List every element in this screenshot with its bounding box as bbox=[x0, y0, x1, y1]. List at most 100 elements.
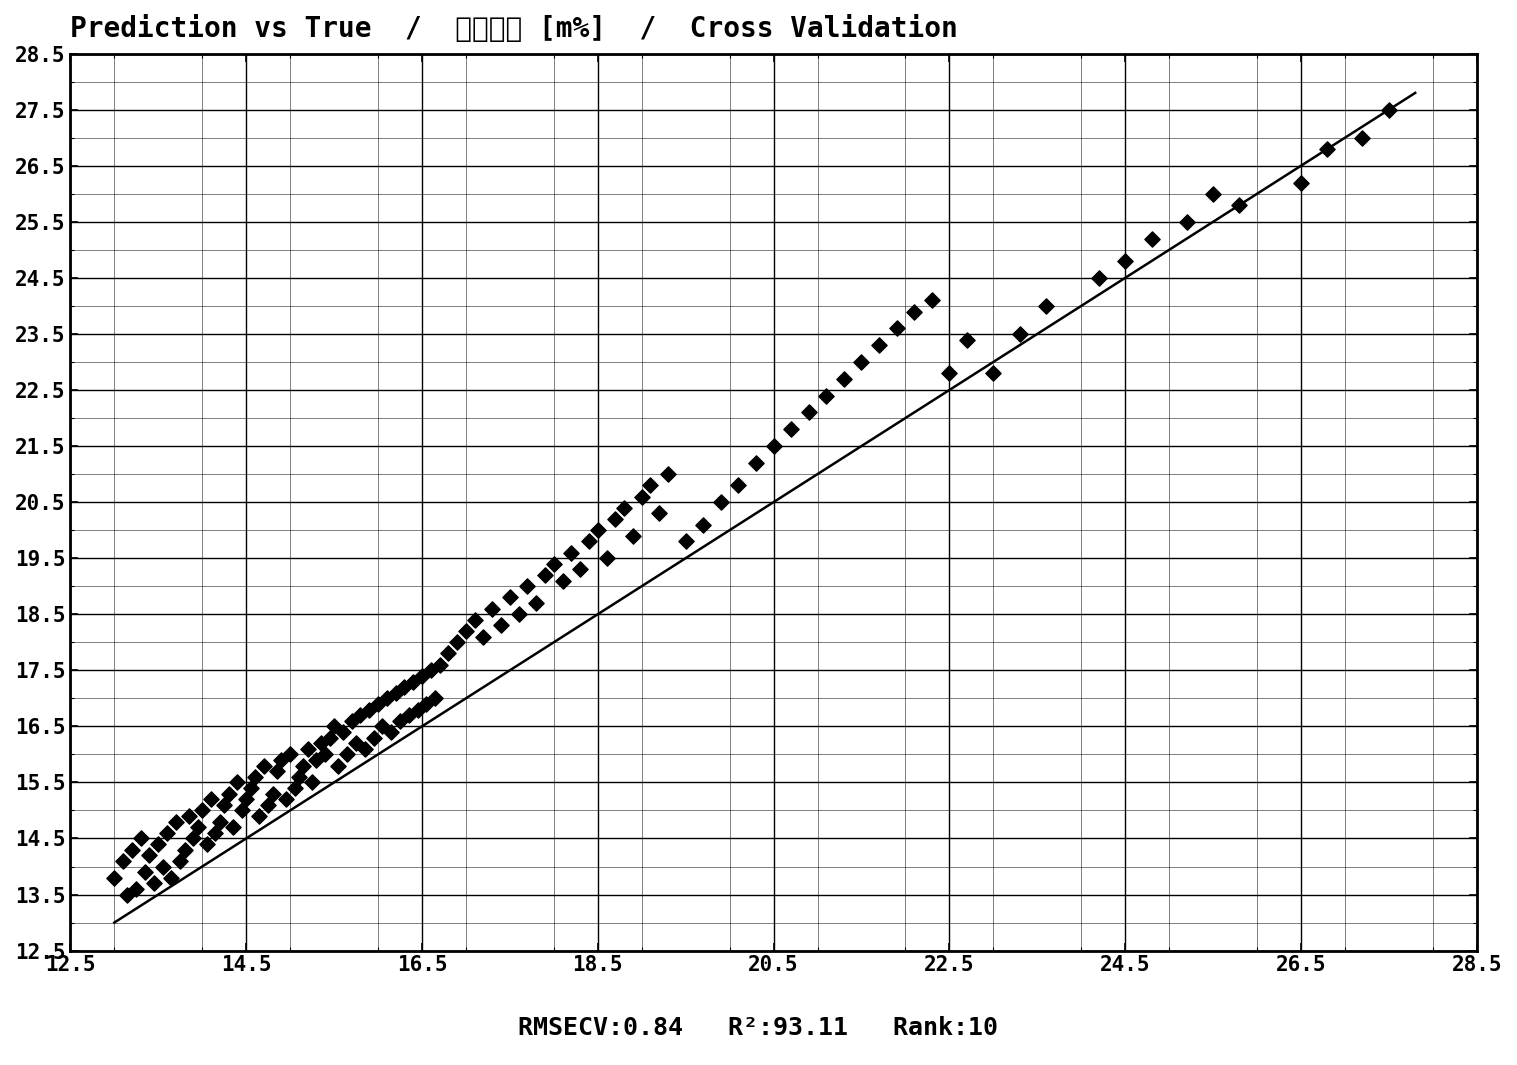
Point bbox=[243, 768, 267, 785]
Point bbox=[221, 819, 246, 836]
Point bbox=[1227, 197, 1252, 214]
Point bbox=[261, 785, 285, 802]
Text: RMSECV:0.84   R²:93.11   Rank:10: RMSECV:0.84 R²:93.11 Rank:10 bbox=[519, 1016, 998, 1039]
Point bbox=[542, 555, 566, 572]
Point bbox=[692, 517, 716, 534]
Point bbox=[604, 510, 628, 527]
Point bbox=[938, 364, 962, 381]
Point bbox=[366, 695, 390, 712]
Point bbox=[317, 730, 341, 747]
Point bbox=[727, 477, 751, 494]
Point bbox=[1315, 141, 1340, 158]
Point bbox=[370, 718, 394, 735]
Point bbox=[1007, 326, 1032, 343]
Point bbox=[1174, 213, 1198, 230]
Point bbox=[708, 493, 733, 510]
Point bbox=[159, 869, 184, 886]
Point bbox=[146, 836, 170, 853]
Point bbox=[340, 712, 364, 730]
Point bbox=[393, 678, 417, 695]
Point bbox=[217, 785, 241, 802]
Point bbox=[182, 830, 206, 847]
Point bbox=[278, 746, 302, 763]
Point bbox=[1377, 101, 1402, 118]
Point bbox=[349, 706, 373, 723]
Point bbox=[168, 852, 193, 869]
Point bbox=[611, 499, 636, 517]
Point bbox=[173, 841, 197, 858]
Point bbox=[586, 522, 610, 539]
Point bbox=[164, 814, 188, 831]
Point bbox=[444, 634, 469, 651]
Point bbox=[185, 819, 209, 836]
Point bbox=[532, 567, 557, 584]
Point bbox=[410, 668, 434, 685]
Point bbox=[523, 594, 548, 611]
Point bbox=[375, 690, 399, 707]
Point bbox=[1139, 230, 1164, 247]
Point bbox=[1350, 129, 1374, 146]
Point bbox=[954, 331, 978, 348]
Point bbox=[388, 712, 413, 730]
Point bbox=[384, 684, 408, 701]
Point bbox=[190, 802, 214, 819]
Text: Prediction vs True  /  一环烷痾 [m%]  /  Cross Validation: Prediction vs True / 一环烷痾 [m%] / Cross V… bbox=[70, 15, 959, 43]
Point bbox=[291, 757, 316, 774]
Point bbox=[903, 304, 927, 321]
Point bbox=[335, 746, 360, 763]
Point bbox=[150, 858, 174, 875]
Point bbox=[423, 690, 448, 707]
Point bbox=[177, 807, 202, 824]
Point bbox=[405, 701, 429, 718]
Point bbox=[212, 797, 237, 814]
Point bbox=[225, 774, 249, 791]
Point bbox=[247, 807, 272, 824]
Point bbox=[463, 611, 487, 628]
Point bbox=[437, 645, 461, 662]
Point bbox=[648, 505, 672, 522]
Point bbox=[1289, 174, 1314, 191]
Point bbox=[326, 757, 350, 774]
Point bbox=[428, 656, 452, 673]
Point bbox=[155, 824, 179, 841]
Point bbox=[287, 768, 311, 785]
Point bbox=[356, 701, 381, 718]
Point bbox=[133, 864, 158, 881]
Point bbox=[419, 661, 443, 678]
Point bbox=[229, 802, 253, 819]
Point bbox=[331, 723, 355, 740]
Point bbox=[256, 797, 281, 814]
Point bbox=[1035, 297, 1059, 314]
Point bbox=[124, 881, 149, 898]
Point bbox=[472, 628, 496, 645]
Point bbox=[129, 830, 153, 847]
Point bbox=[560, 544, 584, 561]
Point bbox=[352, 740, 376, 757]
Point bbox=[866, 337, 890, 354]
Point bbox=[850, 354, 874, 371]
Point bbox=[199, 790, 223, 807]
Point bbox=[269, 752, 293, 769]
Point bbox=[488, 617, 513, 634]
Point bbox=[138, 847, 162, 864]
Point bbox=[780, 421, 804, 438]
Point bbox=[309, 735, 334, 752]
Point bbox=[115, 886, 140, 903]
Point bbox=[102, 869, 126, 886]
Point bbox=[454, 623, 478, 640]
Point bbox=[516, 577, 540, 594]
Point bbox=[300, 774, 325, 791]
Point bbox=[762, 438, 786, 455]
Point bbox=[238, 780, 262, 797]
Point bbox=[831, 371, 856, 388]
Point bbox=[674, 532, 698, 550]
Point bbox=[313, 746, 337, 763]
Point bbox=[396, 706, 420, 723]
Point bbox=[743, 455, 768, 472]
Point bbox=[498, 589, 522, 606]
Point bbox=[322, 718, 346, 735]
Point bbox=[234, 790, 258, 807]
Point bbox=[567, 561, 592, 578]
Point bbox=[120, 841, 144, 858]
Point bbox=[919, 292, 944, 309]
